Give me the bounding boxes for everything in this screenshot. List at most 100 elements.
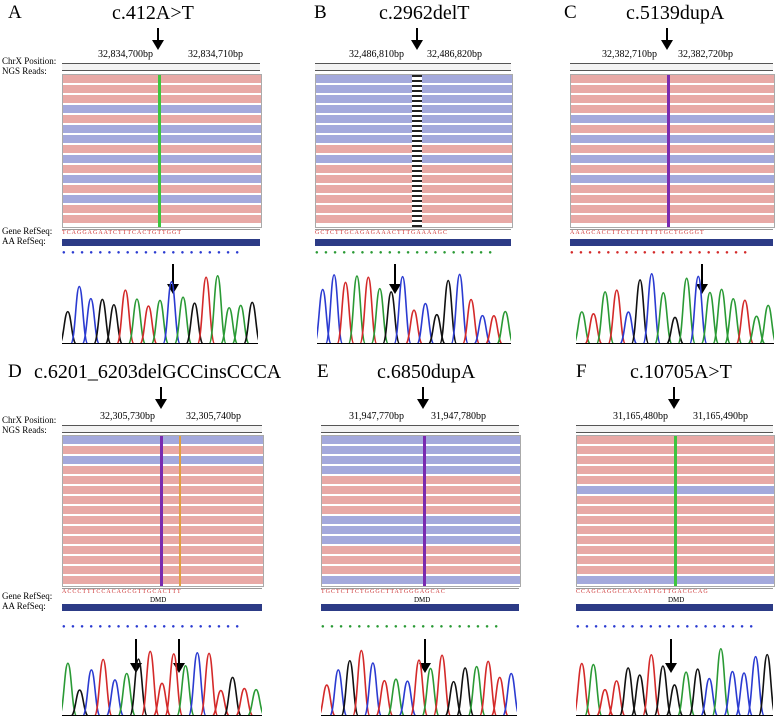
trace-peak — [735, 299, 755, 344]
down-arrow-icon — [152, 28, 164, 50]
gene-refseq-label: Gene RefSeq: — [2, 591, 53, 601]
panel-e: E c.6850dupA 31,947,770bp 31,947,780bp T… — [259, 359, 521, 718]
trace-peak — [688, 668, 708, 716]
chrx-position-label: ChrX Position: — [2, 415, 57, 425]
aa-refseq-label: AA RefSeq: — [2, 601, 46, 611]
base-call-dots: ● ● ● ● ● ● ● ● ● ● ● ● ● ● ● ● ● ● ● ● — [62, 250, 241, 256]
trace-peak — [222, 676, 243, 716]
gene-name: DMD — [150, 596, 167, 604]
position-right: 32,382,720bp — [678, 49, 733, 60]
trace-peak — [150, 299, 170, 344]
position-left: 32,834,700bp — [98, 49, 153, 60]
position-ruler — [62, 425, 262, 433]
trace-peak — [246, 688, 262, 716]
position-left: 31,947,770bp — [349, 411, 404, 422]
ngs-reads-label: NGS Reads: — [2, 66, 47, 76]
chromatogram — [62, 650, 262, 716]
position-right: 32,834,710bp — [188, 49, 243, 60]
trace-peak — [653, 665, 673, 716]
chromatogram — [62, 275, 258, 344]
trace-peak — [416, 302, 435, 344]
aa-refseq-track — [62, 604, 262, 611]
trace-peak — [461, 298, 481, 344]
down-arrow-icon — [696, 264, 708, 294]
gene-refseq-track: TGCTCTTCTGGGCTTATGGGAGCAC — [321, 588, 519, 596]
gene-refseq-track: CCAGCAGGCCAACATTGTTGACGCAG — [576, 588, 773, 596]
trace-peak — [242, 301, 258, 344]
trace-peak — [758, 304, 774, 344]
variant-column — [674, 436, 677, 586]
trace-peak — [393, 275, 412, 344]
position-ruler — [62, 63, 260, 71]
panel-label: D — [8, 361, 22, 382]
trace-peak — [140, 650, 160, 716]
down-arrow-icon — [668, 387, 680, 409]
trace-peak — [641, 654, 661, 716]
aa-refseq-track — [570, 239, 773, 246]
chromatogram — [576, 647, 773, 716]
position-left: 32,305,730bp — [100, 411, 155, 422]
position-left: 31,165,480bp — [613, 411, 668, 422]
down-arrow-icon — [155, 387, 167, 409]
down-arrow-icon — [665, 639, 677, 673]
variant-column — [179, 436, 181, 586]
gene-refseq-track: AAAGCACCTTCTCTTTTTTGCTGGGGT — [570, 229, 773, 237]
chromatogram — [321, 649, 517, 716]
trace-peak — [576, 662, 592, 716]
base-call-dots: ● ● ● ● ● ● ● ● ● ● ● ● ● ● ● ● ● ● ● ● — [315, 250, 494, 256]
mutation-title: c.10705A>T — [630, 361, 732, 383]
gene-refseq-track: ACCCTTTCCACAGCGTTGCACTTT — [62, 588, 262, 596]
insertion-column — [423, 436, 426, 586]
position-ruler — [576, 425, 773, 433]
panel-b: B c.2962delT 32,486,810bp 32,486,820bp G… — [259, 0, 518, 359]
trace-peak — [363, 662, 383, 716]
gene-refseq-track: GCTCTTGCAGAGAAACTTTGAAAAGC — [315, 229, 511, 237]
down-arrow-icon — [389, 264, 401, 294]
trace-peak — [712, 288, 732, 344]
trace-peak — [62, 662, 78, 716]
trace-peak — [501, 672, 517, 716]
insertion-column — [667, 75, 670, 227]
base-call-dots: ● ● ● ● ● ● ● ● ● ● ● ● ● ● ● ● ● ● ● ● — [62, 624, 241, 630]
gene-name: DMD — [668, 596, 685, 604]
position-right: 32,305,740bp — [186, 411, 241, 422]
down-arrow-icon — [661, 28, 673, 50]
chromatogram — [317, 273, 511, 344]
trace-peak — [495, 310, 511, 344]
chrx-position-label: ChrX Position: — [2, 56, 57, 66]
trace-peak — [478, 660, 498, 716]
aa-refseq-track — [315, 239, 511, 246]
trace-peak — [69, 285, 89, 344]
trace-peak — [583, 663, 603, 716]
trace-peak — [711, 647, 731, 716]
down-arrow-icon — [417, 387, 429, 409]
mutation-title: c.6850dupA — [377, 361, 476, 383]
position-right: 31,165,490bp — [693, 411, 748, 422]
aa-refseq-track — [576, 604, 773, 611]
aa-refseq-track — [62, 239, 260, 246]
gene-name: DMD — [414, 596, 431, 604]
panel-c: C c.5139dupA 32,382,710bp 32,382,720bp A… — [518, 0, 777, 359]
panel-label: E — [317, 361, 329, 382]
trace-peak — [164, 653, 184, 716]
mutation-title: c.6201_6203delGCCinsCCCA — [34, 361, 282, 383]
aa-refseq-label: AA RefSeq: — [2, 236, 46, 246]
trace-peak — [115, 289, 135, 344]
base-call-dots: ● ● ● ● ● ● ● ● ● ● ● ● ● ● ● ● ● ● ● ● — [570, 250, 749, 256]
down-arrow-icon — [411, 28, 423, 50]
position-ruler — [321, 425, 519, 433]
gene-refseq-label: Gene RefSeq: — [2, 226, 53, 236]
ngs-reads-track — [62, 74, 262, 228]
position-ruler — [315, 63, 511, 71]
position-ruler — [570, 63, 773, 71]
mutation-title: c.412A>T — [112, 2, 194, 24]
trace-peak — [757, 653, 773, 716]
down-arrow-icon — [419, 639, 431, 673]
variant-column — [160, 436, 163, 586]
trace-peak — [93, 658, 113, 716]
trace-peak — [199, 652, 219, 716]
panel-label: B — [314, 2, 327, 23]
trace-peak — [432, 654, 452, 716]
position-right: 31,947,780bp — [431, 411, 486, 422]
ngs-reads-track — [321, 435, 521, 587]
